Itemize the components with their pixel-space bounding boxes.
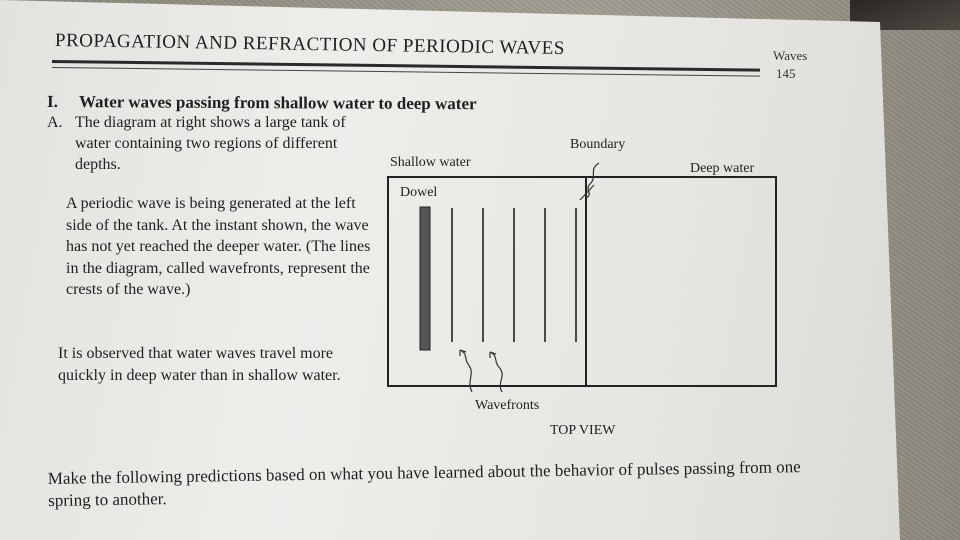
paragraph-observation: It is observed that water waves travel m… xyxy=(58,345,341,384)
corner-topic-label: Waves xyxy=(773,48,808,63)
wavefront-pointer-2 xyxy=(489,351,503,393)
wavefront-arrowhead-1 xyxy=(459,349,467,356)
tank-diagram-svg xyxy=(387,162,777,393)
shallow-water-label: Shallow water xyxy=(390,155,471,170)
part-a-text: The diagram at right shows a large tank … xyxy=(75,114,346,173)
wavefront-group xyxy=(451,208,577,342)
wavefront-pointer-1 xyxy=(459,349,473,393)
top-view-caption: TOP VIEW xyxy=(550,423,616,438)
deep-water-label: Deep water xyxy=(690,161,755,176)
boundary-pointer xyxy=(585,162,600,199)
paragraph-wave-generated: A periodic wave is being generated at th… xyxy=(66,195,371,298)
section-number: I. xyxy=(46,92,58,112)
boundary-label: Boundary xyxy=(570,137,626,152)
section-heading: I. Water waves passing from shallow water… xyxy=(47,92,477,114)
boundary-arrow xyxy=(579,184,595,201)
dowel xyxy=(419,206,431,351)
wavefronts-label: Wavefronts xyxy=(475,398,540,413)
tank-outline xyxy=(387,176,777,387)
part-a-letter: A. xyxy=(47,114,63,131)
worksheet-page: PROPAGATION AND REFRACTION OF PERIODIC W… xyxy=(0,0,900,540)
section-title: Water waves passing from shallow water t… xyxy=(78,92,477,114)
instruction-text: Make the following predictions based on … xyxy=(47,457,801,510)
tank-diagram: Boundary Shallow water Deep water Dowel … xyxy=(380,130,800,450)
page-number: 145 xyxy=(776,66,796,81)
wavefront-arrowhead-2 xyxy=(489,351,497,358)
header-rule-thick xyxy=(51,60,760,72)
page-title: PROPAGATION AND REFRACTION OF PERIODIC W… xyxy=(54,30,566,60)
dowel-label: Dowel xyxy=(400,185,438,200)
